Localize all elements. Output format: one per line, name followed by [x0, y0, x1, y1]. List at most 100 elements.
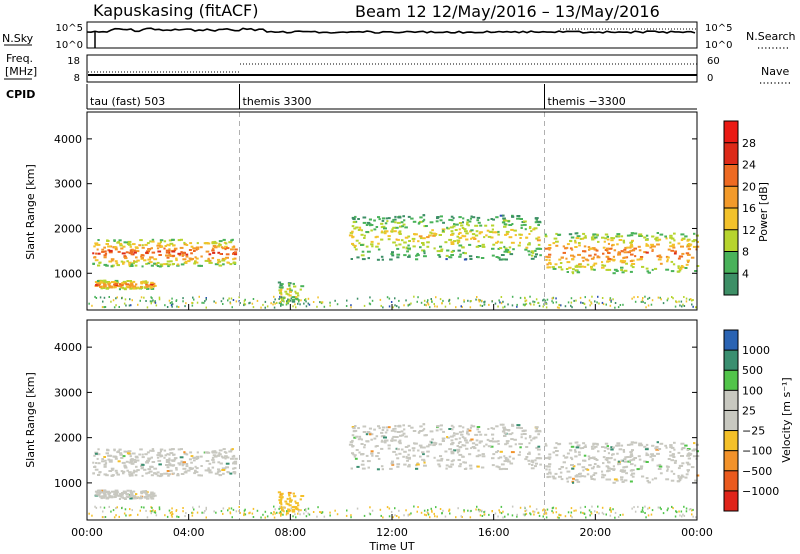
power-echo-cell — [278, 298, 280, 300]
velocity-echo-cell — [151, 510, 153, 513]
velocity-echo-cell — [429, 516, 431, 519]
power-echo-cell — [593, 262, 598, 265]
power-echo-cell — [189, 242, 193, 245]
power-echo-cell — [231, 238, 234, 241]
power-echo-cell — [462, 251, 465, 254]
nave-label: Nave — [761, 65, 789, 78]
velocity-echo-cell — [149, 465, 153, 468]
velocity-echo-cell — [544, 444, 548, 447]
velocity-echo-cell — [647, 481, 651, 484]
velocity-echo-cell — [688, 508, 691, 511]
velocity-echo-cell — [569, 449, 573, 452]
velocity-echo-cell — [298, 509, 300, 512]
power-echo-cell — [307, 297, 310, 300]
power-echo-cell — [644, 238, 649, 241]
power-echo-cell — [458, 255, 462, 258]
velocity-echo-cell — [173, 457, 178, 460]
velocity-echo-cell — [158, 508, 161, 511]
velocity-echo-cell — [684, 476, 688, 479]
velocity-echo-cell — [494, 440, 498, 443]
velocity-echo-cell — [408, 463, 411, 466]
velocity-echo-cell — [616, 442, 621, 445]
power-echo-cell — [199, 246, 203, 249]
velocity-echo-cell — [156, 454, 160, 457]
power-echo-cell — [121, 282, 125, 285]
range-tick-label: 4000 — [54, 133, 82, 146]
power-echo-cell — [122, 262, 125, 265]
velocity-echo-cell — [439, 424, 443, 427]
power-echo-cell — [188, 257, 192, 260]
velocity-echo-cell — [360, 463, 365, 466]
power-echo-cell — [405, 246, 408, 249]
power-echo-cell — [98, 261, 102, 264]
velocity-echo-cell — [413, 505, 415, 508]
power-echo-cell — [444, 305, 447, 308]
power-echo-cell — [469, 258, 473, 260]
velocity-echo-cell — [147, 458, 151, 461]
power-echo-cell — [396, 247, 400, 250]
velocity-echo-cell — [444, 515, 447, 518]
power-echo-cell — [217, 251, 221, 254]
velocity-echo-cell — [158, 475, 162, 478]
power-echo-cell — [104, 306, 107, 308]
velocity-echo-cell — [288, 493, 291, 496]
velocity-echo-cell — [119, 492, 123, 495]
velocity-echo-cell — [177, 516, 180, 518]
velocity-echo-cell — [505, 442, 509, 445]
velocity-echo-cell — [619, 470, 623, 472]
power-echo-cell — [575, 269, 578, 272]
colorbar-swatch — [724, 370, 738, 391]
velocity-echo-cell — [533, 513, 535, 516]
velocity-echo-cell — [105, 474, 109, 477]
power-echo-cell — [609, 297, 612, 300]
power-echo-cell — [462, 221, 464, 224]
power-echo-cell — [525, 246, 529, 249]
power-echo-cell — [609, 304, 612, 307]
power-echo-cell — [623, 256, 627, 259]
velocity-echo-cell — [273, 505, 275, 508]
velocity-echo-cell — [448, 448, 453, 451]
power-echo-cell — [172, 263, 175, 265]
velocity-echo-cell — [475, 508, 477, 511]
power-echo-cell — [439, 219, 443, 222]
power-echo-cell — [185, 244, 189, 246]
power-echo-cell — [495, 256, 499, 258]
velocity-echo-cell — [670, 459, 674, 462]
velocity-echo-cell — [595, 442, 599, 445]
power-echo-cell — [129, 298, 131, 301]
power-echo-cell — [196, 242, 199, 245]
velocity-echo-cell — [584, 468, 588, 470]
velocity-echo-cell — [248, 512, 250, 515]
velocity-echo-cell — [500, 512, 503, 515]
power-echo-cell — [125, 285, 130, 288]
velocity-echo-cell — [467, 433, 470, 436]
power-echo-cell — [345, 305, 348, 307]
power-echo-cell — [505, 233, 509, 235]
velocity-echo-cell — [119, 453, 123, 456]
velocity-echo-cell — [543, 508, 545, 511]
velocity-echo-cell — [495, 451, 499, 454]
velocity-echo-cell — [190, 461, 193, 464]
power-echo-cell — [467, 299, 469, 302]
power-echo-cell — [292, 282, 295, 285]
power-echo-cell — [278, 289, 282, 292]
velocity-echo-cell — [470, 438, 474, 441]
power-echo-cell — [128, 261, 132, 264]
power-echo-cell — [433, 247, 436, 250]
power-echo-cell — [121, 252, 126, 255]
power-echo-cell — [384, 222, 388, 225]
power-echo-cell — [489, 231, 493, 233]
power-echo-cell — [287, 293, 290, 296]
velocity-echo-cell — [353, 454, 357, 457]
power-echo-cell — [190, 252, 193, 255]
velocity-echo-cell — [216, 471, 220, 474]
velocity-echo-cell — [387, 447, 391, 450]
colorbar-swatch — [724, 121, 738, 144]
velocity-echo-cell — [620, 459, 623, 462]
velocity-echo-cell — [115, 507, 117, 510]
power-echo-cell — [398, 233, 402, 235]
velocity-echo-cell — [391, 437, 394, 440]
power-echo-cell — [281, 299, 284, 302]
power-echo-cell — [607, 252, 611, 254]
velocity-echo-cell — [114, 496, 117, 498]
